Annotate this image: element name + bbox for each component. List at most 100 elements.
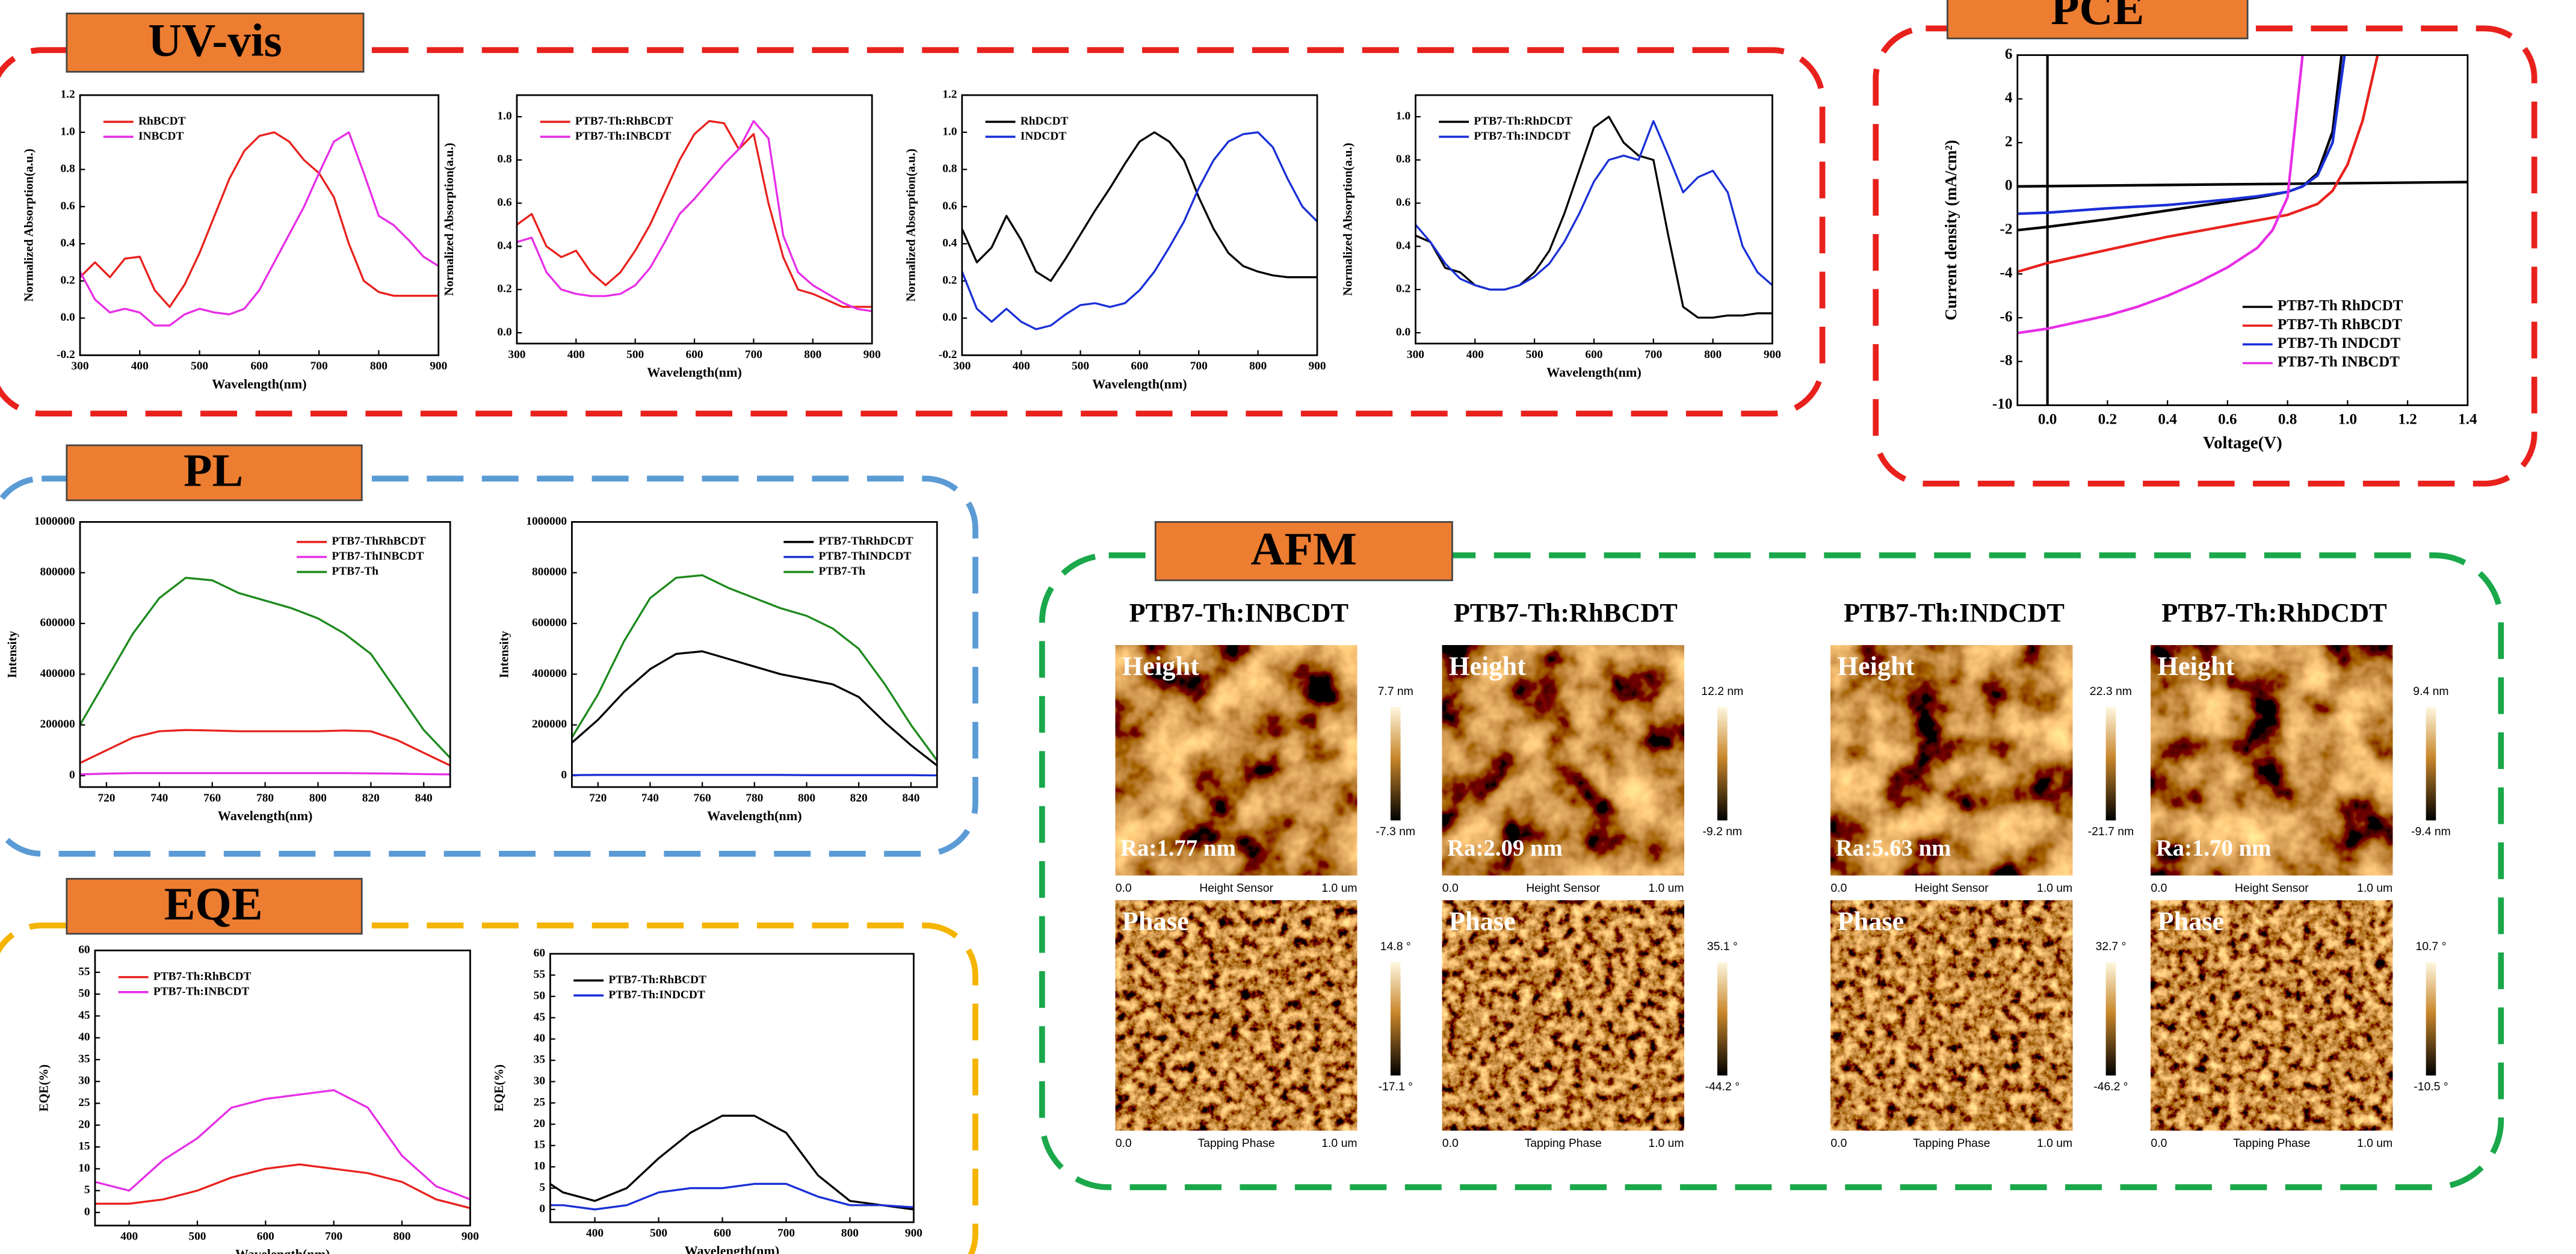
y-tick-label: 5 — [84, 1184, 90, 1196]
y-tick-label: 400000 — [532, 667, 567, 680]
y-tick-label: 0.4 — [497, 239, 512, 252]
x-tick-label: 400 — [1013, 360, 1030, 372]
color-bar — [1391, 962, 1401, 1075]
plot-frame — [2018, 55, 2468, 406]
section-title: EQE — [164, 878, 263, 930]
y-tick-label: -4 — [2000, 265, 2012, 281]
y-tick-label: 800000 — [532, 566, 567, 578]
series-line — [962, 132, 1317, 281]
color-bar — [2426, 962, 2436, 1075]
x-tick-label: 760 — [203, 792, 221, 805]
series-line — [80, 773, 450, 774]
y-tick-label: 50 — [534, 989, 545, 1002]
color-bar-max: 9.4 nm — [2413, 685, 2448, 698]
y-axis-label: Current density (mA/cm²) — [1942, 140, 1960, 321]
series-line — [572, 575, 937, 761]
y-tick-label: 2 — [2005, 134, 2013, 150]
x-tick-label: 500 — [1072, 360, 1089, 372]
y-tick-label: 50 — [78, 987, 90, 1000]
y-axis-label: Normalized Absorption(a.u.) — [22, 149, 36, 301]
legend-label: PTB7-ThRhBCDT — [332, 535, 425, 548]
series-line — [550, 1116, 913, 1209]
afm-image-label: Height — [1449, 650, 1526, 681]
x-tick-label: 600 — [714, 1227, 731, 1240]
x-tick-label: 800 — [309, 792, 327, 805]
series-line — [517, 121, 872, 311]
y-tick-label: 1.2 — [942, 88, 957, 101]
y-tick-label: -8 — [2000, 353, 2012, 369]
x-tick-label: 600 — [686, 348, 703, 361]
y-tick-label: 0.0 — [497, 326, 511, 338]
afm-axis-label: 1.0 um — [1321, 882, 1357, 895]
x-tick-label: 900 — [863, 348, 881, 361]
section-title: PCE — [2051, 0, 2144, 34]
plot-frame — [80, 95, 439, 355]
section-title: AFM — [1251, 523, 1357, 575]
color-bar-max: 7.7 nm — [1378, 685, 1413, 698]
afm-title: PTB7-Th:RhDCDT — [2161, 598, 2386, 628]
color-bar-min: -9.2 nm — [1702, 825, 1742, 838]
afm-image-label: Height — [1838, 650, 1915, 681]
y-tick-label: 40 — [78, 1031, 90, 1043]
legend-label: PTB7-Th INDCDT — [2278, 335, 2401, 351]
series-line — [572, 651, 937, 765]
y-tick-label: 45 — [78, 1009, 90, 1022]
y-tick-label: 55 — [78, 965, 90, 978]
x-tick-label: 0.8 — [2278, 411, 2297, 427]
afm-image-label: Phase — [1838, 906, 1904, 936]
afm-axis-label: 1.0 um — [1648, 882, 1684, 895]
afm-axis-label: Tapping Phase — [1525, 1137, 1602, 1150]
y-tick-label: 1.0 — [1396, 110, 1410, 122]
y-tick-label: 0.8 — [497, 153, 512, 165]
x-tick-label: 400 — [586, 1227, 604, 1240]
legend-label: PTB7-Th — [818, 565, 865, 578]
y-tick-label: 20 — [534, 1117, 545, 1130]
afm-axis-label: 1.0 um — [1648, 1137, 1684, 1150]
x-tick-label: 720 — [589, 792, 607, 805]
x-tick-label: 300 — [71, 360, 88, 372]
y-tick-label: 15 — [534, 1138, 545, 1151]
x-tick-label: 800 — [1249, 360, 1267, 372]
color-bar-max: 35.1 ° — [1707, 940, 1738, 953]
y-tick-label: -10 — [1992, 396, 2013, 412]
y-tick-label: 0.2 — [60, 274, 75, 286]
color-bar-min: -46.2 ° — [2093, 1080, 2128, 1093]
x-tick-label: 900 — [430, 360, 447, 372]
afm-axis-label: 0.0 — [2151, 882, 2167, 895]
x-tick-label: 700 — [325, 1231, 342, 1243]
plot-frame — [1415, 95, 1772, 344]
afm-axis-label: 1.0 um — [2357, 882, 2392, 895]
x-tick-label: 400 — [567, 348, 585, 361]
afm-image-label: Phase — [1449, 906, 1516, 936]
plot-frame — [550, 954, 913, 1222]
y-tick-label: 35 — [78, 1052, 90, 1065]
afm-title: PTB7-Th:RhBCDT — [1454, 598, 1678, 628]
y-axis-label: Intensity — [497, 631, 511, 678]
afm-axis-label: 1.0 um — [2037, 882, 2072, 895]
y-tick-label: 60 — [78, 944, 90, 956]
x-tick-label: 700 — [1645, 348, 1662, 361]
x-tick-label: 400 — [120, 1231, 138, 1243]
x-tick-label: 0.6 — [2218, 411, 2237, 427]
y-tick-label: 0 — [84, 1205, 90, 1218]
y-tick-label: 30 — [534, 1075, 545, 1087]
series-line — [80, 730, 450, 765]
x-axis-label: Wavelength(nm) — [647, 365, 742, 380]
y-tick-label: 0.0 — [60, 311, 75, 324]
y-axis-label: Normalized Absorption(a.u.) — [442, 143, 456, 295]
afm-axis-label: 0.0 — [2151, 1137, 2167, 1150]
y-tick-label: 20 — [78, 1118, 90, 1131]
x-tick-label: 800 — [798, 792, 815, 805]
color-bar-min: -10.5 ° — [2414, 1080, 2448, 1093]
y-tick-label: -2 — [2000, 221, 2012, 237]
y-axis-label: Normalized Absorption(a.u.) — [904, 149, 918, 301]
y-tick-label: 25 — [534, 1096, 545, 1108]
color-bar-min: -17.1 ° — [1379, 1080, 1413, 1093]
x-tick-label: 720 — [97, 792, 115, 805]
section-title: PL — [184, 445, 243, 496]
series-line — [1415, 121, 1772, 289]
color-bar — [1717, 707, 1728, 820]
series-line — [517, 121, 872, 307]
y-tick-label: 200000 — [532, 718, 567, 730]
legend-label: PTB7-Th:RhBCDT — [608, 974, 706, 986]
